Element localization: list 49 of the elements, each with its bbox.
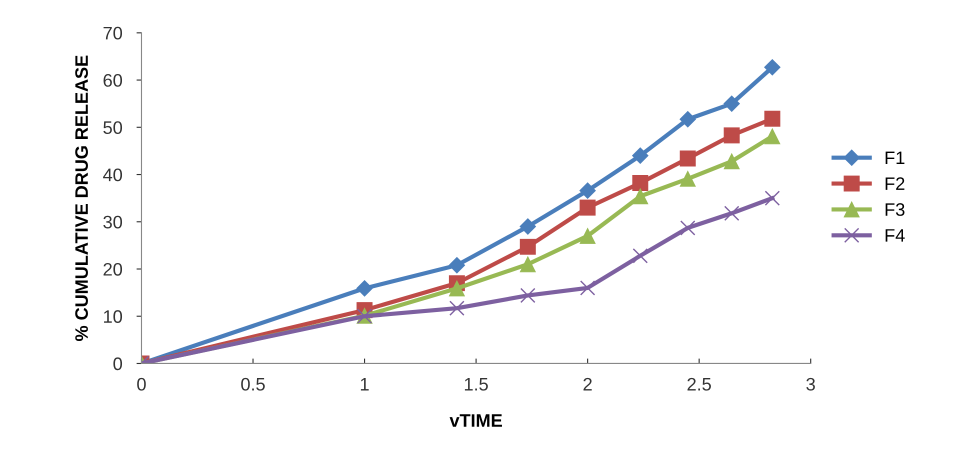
x-axis-title: vTIME <box>450 414 502 427</box>
y-tick-label: 60 <box>104 74 122 87</box>
y-tick-label: 50 <box>103 121 122 134</box>
point <box>724 127 740 144</box>
point <box>764 128 780 144</box>
x-tick-label: 3 <box>806 378 815 391</box>
x-tick-label: 1.5 <box>464 378 488 391</box>
point <box>632 175 648 192</box>
point <box>724 206 740 221</box>
point <box>580 280 596 296</box>
y-axis-title: % CUMULATIVE DRUG RELEASE <box>75 56 88 341</box>
point <box>680 170 696 187</box>
y-tick-label: 20 <box>104 262 122 276</box>
point <box>680 150 696 166</box>
point <box>449 300 465 316</box>
point <box>632 147 648 164</box>
point <box>579 182 596 199</box>
y-tick-label: 70 <box>104 26 122 40</box>
y-tick-label: 40 <box>103 168 122 182</box>
legend-label: F1 <box>886 152 904 164</box>
point <box>520 288 536 304</box>
legend-label: F3 <box>886 203 904 216</box>
legend-label: F4 <box>886 229 905 242</box>
point <box>356 280 373 297</box>
point <box>764 59 781 76</box>
point <box>520 238 536 255</box>
point <box>520 218 536 235</box>
y-tick-label: 30 <box>103 216 122 228</box>
point <box>680 111 696 128</box>
point <box>764 190 780 206</box>
point <box>580 200 596 216</box>
point <box>724 95 740 112</box>
point <box>680 220 696 236</box>
y-tick-label: 10 <box>104 310 122 323</box>
x-tick-label: 2.5 <box>688 378 711 391</box>
x-tick-label: 0 <box>137 378 146 391</box>
x-tick-label: 1 <box>360 378 369 390</box>
legend-label: F2 <box>886 177 904 190</box>
point <box>448 280 465 296</box>
y-tick-label: 0 <box>113 357 122 370</box>
point <box>580 228 596 244</box>
x-tick-label: 0.5 <box>241 378 265 391</box>
point <box>632 188 648 204</box>
point <box>520 256 536 272</box>
x-tick-label: 2 <box>584 378 592 390</box>
point <box>448 257 466 274</box>
point <box>632 248 648 264</box>
point <box>724 153 740 170</box>
point <box>764 110 780 127</box>
